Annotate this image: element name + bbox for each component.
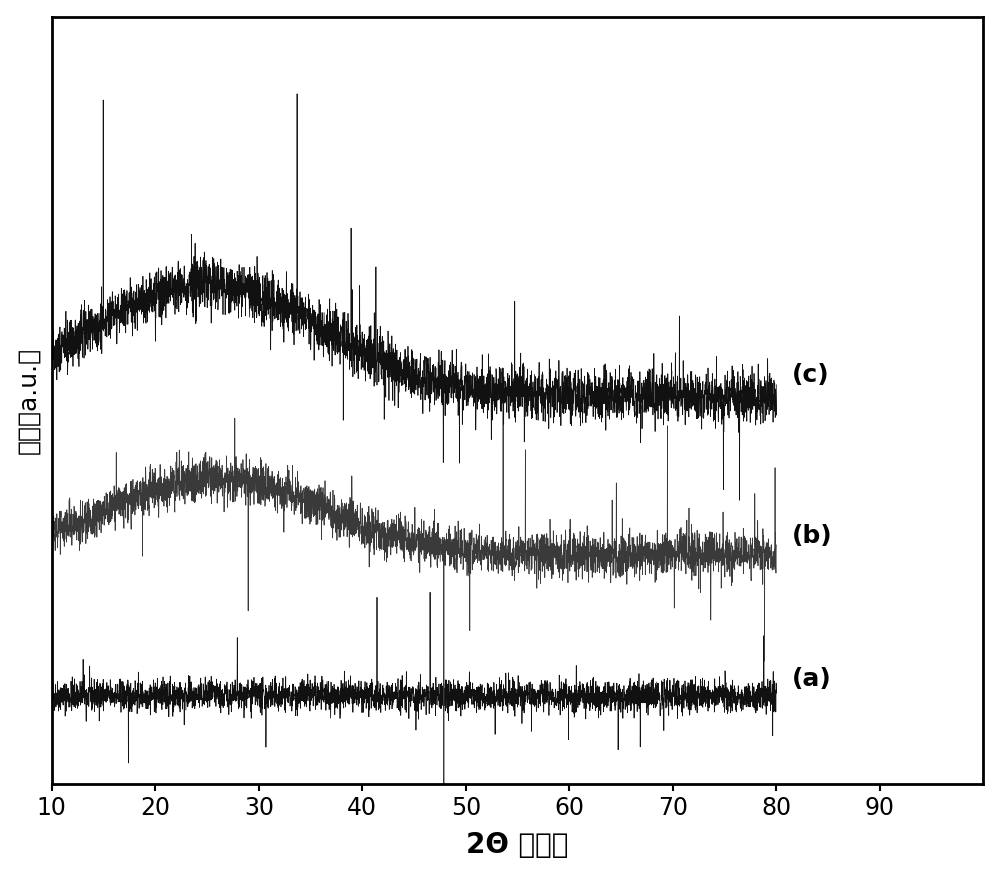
X-axis label: 2Θ （度）: 2Θ （度） bbox=[466, 831, 569, 859]
Text: (c): (c) bbox=[792, 363, 829, 387]
Y-axis label: 强度（a.u.）: 强度（a.u.） bbox=[17, 347, 41, 454]
Text: (a): (a) bbox=[792, 668, 832, 691]
Text: (b): (b) bbox=[792, 525, 832, 548]
